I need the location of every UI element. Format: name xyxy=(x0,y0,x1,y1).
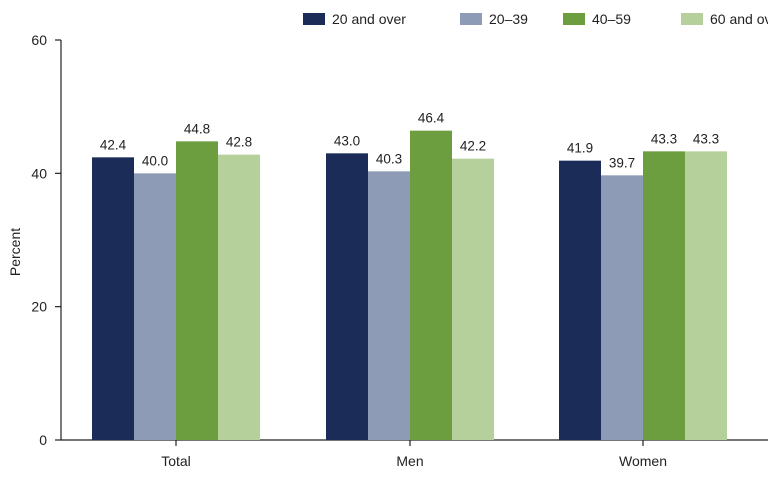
data-label: 42.2 xyxy=(460,139,486,154)
bar xyxy=(176,141,218,441)
data-label: 42.4 xyxy=(100,137,127,152)
legend-label: 20 and over xyxy=(332,11,406,27)
data-label: 40.0 xyxy=(142,153,168,168)
bar xyxy=(452,158,494,440)
data-label: 43.0 xyxy=(334,133,360,148)
data-label: 40.3 xyxy=(376,151,402,166)
bar xyxy=(685,151,727,441)
legend-swatch xyxy=(460,13,482,25)
y-tick-label: 40 xyxy=(31,165,47,181)
legend-label: 40–59 xyxy=(592,11,631,27)
data-label: 43.3 xyxy=(651,131,677,146)
bars xyxy=(92,130,727,441)
bar xyxy=(410,130,452,440)
y-axis-title: Percent xyxy=(7,228,23,276)
x-axis: Total Men Women xyxy=(61,439,768,469)
legend: 20 and over 20–39 40–59 60 and over xyxy=(303,11,768,27)
y-axis: 0 20 40 60 xyxy=(31,32,62,448)
data-label: 46.4 xyxy=(418,111,445,126)
x-tick-label: Women xyxy=(619,453,667,469)
data-label: 44.8 xyxy=(184,121,210,136)
y-tick-label: 60 xyxy=(31,32,47,48)
data-labels: 42.4 40.0 44.8 42.8 43.0 40.3 46.4 42.2 41.9 39.7… xyxy=(100,111,719,171)
legend-swatch xyxy=(563,13,585,25)
bar xyxy=(368,171,410,441)
bar xyxy=(601,175,643,441)
data-label: 42.8 xyxy=(226,135,252,150)
legend-swatch xyxy=(303,13,325,25)
legend-label: 60 and over xyxy=(710,11,768,27)
legend-label: 20–39 xyxy=(489,11,528,27)
bar xyxy=(326,153,368,441)
legend-swatch xyxy=(681,13,703,25)
data-label: 43.3 xyxy=(693,131,719,146)
bar xyxy=(559,160,601,440)
y-tick-label: 20 xyxy=(31,299,47,315)
bar xyxy=(134,173,176,441)
y-tick-label: 0 xyxy=(39,432,47,448)
x-tick-label: Men xyxy=(396,453,423,469)
bar xyxy=(218,154,260,440)
x-tick-label: Total xyxy=(161,453,191,469)
data-label: 41.9 xyxy=(567,141,593,156)
data-label: 39.7 xyxy=(609,155,635,170)
bar xyxy=(92,157,134,441)
bar xyxy=(643,151,685,441)
